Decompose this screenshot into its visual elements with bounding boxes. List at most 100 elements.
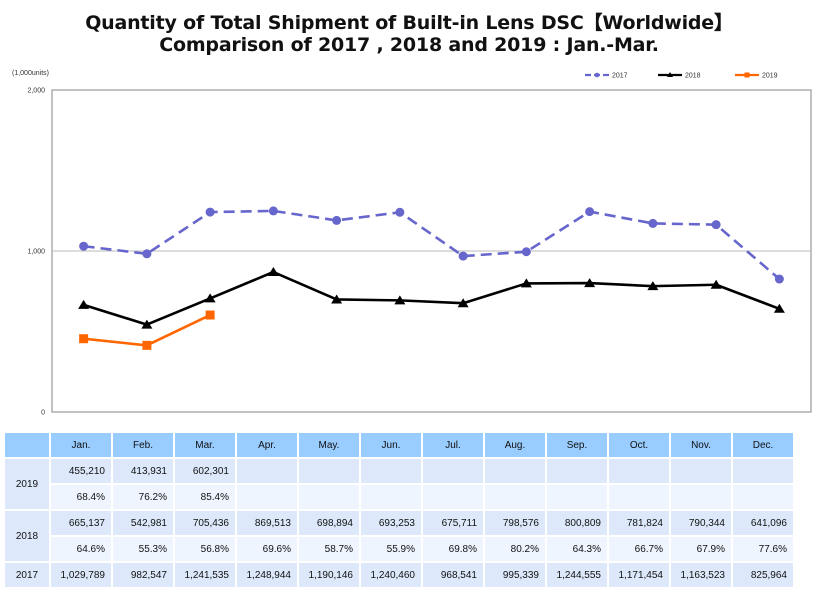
legend-label-2018: 2018 xyxy=(685,73,701,80)
value-cell xyxy=(421,457,485,485)
ratio-cell xyxy=(359,483,423,511)
ratio-cell xyxy=(545,483,609,511)
value-cell: 675,711 xyxy=(421,509,485,537)
y-tick-label: 2,000 xyxy=(27,88,45,95)
ratio-cell: 85.4% xyxy=(173,483,237,511)
data-point-2017 xyxy=(521,247,531,257)
value-cell xyxy=(483,457,547,485)
data-point-2017 xyxy=(774,274,784,284)
data-point-2018 xyxy=(267,267,279,277)
ratio-cell xyxy=(421,483,485,511)
ratio-cell: 69.8% xyxy=(421,535,485,563)
ratio-cell xyxy=(235,483,299,511)
chart-title-line-2: Comparison of 2017 , 2018 and 2019 : Jan… xyxy=(159,34,659,56)
value-cell: 665,137 xyxy=(49,509,113,537)
table-header-row: Jan. Feb. Mar. Apr. May. Jun. Jul. Aug. Sep. Oct.… xyxy=(3,431,795,459)
series-line-2017 xyxy=(83,209,781,281)
row-year-label: 2017 xyxy=(3,561,51,589)
ratio-cell xyxy=(297,483,361,511)
y-tick-label: 0 xyxy=(41,410,45,417)
data-point-2018 xyxy=(710,279,722,289)
value-cell: 693,253 xyxy=(359,509,423,537)
value-cell: 705,436 xyxy=(173,509,237,537)
value-cell xyxy=(607,457,671,485)
legend-marker-2017 xyxy=(594,72,600,78)
value-cell: 641,096 xyxy=(731,509,795,537)
data-point-2017 xyxy=(332,215,342,225)
ratio-cell: 64.3% xyxy=(545,535,609,563)
value-cell: 1,241,535 xyxy=(173,561,237,589)
chart-title-line-1: Quantity of Total Shipment of Built-in L… xyxy=(85,12,733,34)
row-year-label: 2019 xyxy=(3,457,51,511)
value-cell: 1,029,789 xyxy=(49,561,113,589)
data-point-2018 xyxy=(141,319,153,329)
ratio-cell: 76.2% xyxy=(111,483,175,511)
value-cell: 1,171,454 xyxy=(607,561,671,589)
value-cell: 1,248,944 xyxy=(235,561,299,589)
value-cell: 542,981 xyxy=(111,509,175,537)
data-point-2019 xyxy=(205,310,215,320)
table-row-ratios-2018: 64.6% 55.3% 56.8% 69.6% 58.7% 55.9% 69.8% 80.2%… xyxy=(4,535,795,563)
value-cell: 455,210 xyxy=(49,457,113,485)
data-point-2017 xyxy=(458,251,468,261)
legend-label-2019: 2019 xyxy=(762,73,778,80)
ratio-cell: 69.6% xyxy=(235,535,299,563)
value-cell: 698,894 xyxy=(297,509,361,537)
value-cell: 1,163,523 xyxy=(669,561,733,589)
column-header: May. xyxy=(297,431,361,459)
value-cell xyxy=(297,457,361,485)
ratio-cell xyxy=(669,483,733,511)
ratio-cell: 66.7% xyxy=(607,535,671,563)
ratio-cell: 58.7% xyxy=(297,535,361,563)
ratio-cell: 55.9% xyxy=(359,535,423,563)
column-header: Mar. xyxy=(173,431,237,459)
ratio-cell: 55.3% xyxy=(111,535,175,563)
value-cell: 1,240,460 xyxy=(359,561,423,589)
ratio-cell: 64.6% xyxy=(49,535,113,563)
value-cell xyxy=(235,457,299,485)
value-cell: 869,513 xyxy=(235,509,299,537)
value-cell: 781,824 xyxy=(607,509,671,537)
ratio-cell xyxy=(731,483,795,511)
ratio-cell: 68.4% xyxy=(49,483,113,511)
legend-marker-2019 xyxy=(744,72,750,78)
data-point-2017 xyxy=(585,207,595,217)
ratio-cell: 77.6% xyxy=(731,535,795,563)
data-point-2018 xyxy=(394,295,406,305)
data-table: Jan. Feb. Mar. Apr. May. Jun. Jul. Aug. Sep. Oct.… xyxy=(3,431,795,589)
column-header: Oct. xyxy=(607,431,671,459)
plot-area: 0 1,000 2,000 xyxy=(27,88,812,417)
value-cell: 413,931 xyxy=(111,457,175,485)
value-cell xyxy=(359,457,423,485)
data-point-2017 xyxy=(79,241,89,251)
line-chart: (1,000units) 0 1,000 2,000 2017 2018 2019 xyxy=(12,70,812,417)
column-header: Apr. xyxy=(235,431,299,459)
ratio-cell xyxy=(483,483,547,511)
data-point-2018 xyxy=(331,294,343,304)
legend-label-2017: 2017 xyxy=(612,73,628,80)
table-row-values-2019: 2019 455,210 413,931 602,301 xyxy=(3,457,795,511)
legend: 2017 2018 2019 xyxy=(585,72,778,80)
data-point-2017 xyxy=(142,249,152,259)
column-header: Sep. xyxy=(545,431,609,459)
column-header: Feb. xyxy=(111,431,175,459)
value-cell: 602,301 xyxy=(173,457,237,485)
table-row-values-2018: 2018 665,137 542,981 705,436 869,513 698,894 6… xyxy=(3,509,795,563)
value-cell xyxy=(545,457,609,485)
data-point-2018 xyxy=(78,299,90,309)
ratio-cell: 67.9% xyxy=(669,535,733,563)
data-point-2017 xyxy=(268,206,278,216)
data-point-2018 xyxy=(520,278,532,288)
value-cell: 790,344 xyxy=(669,509,733,537)
data-point-2018 xyxy=(647,281,659,291)
y-axis-unit-label: (1,000units) xyxy=(12,70,49,77)
value-cell: 982,547 xyxy=(111,561,175,589)
value-cell xyxy=(731,457,795,485)
legend-marker-2018 xyxy=(667,72,673,77)
y-tick-label: 1,000 xyxy=(27,249,45,256)
column-header: Jul. xyxy=(421,431,485,459)
value-cell: 825,964 xyxy=(731,561,795,589)
column-header: Aug. xyxy=(483,431,547,459)
ratio-cell xyxy=(607,483,671,511)
data-point-2017 xyxy=(205,207,215,217)
